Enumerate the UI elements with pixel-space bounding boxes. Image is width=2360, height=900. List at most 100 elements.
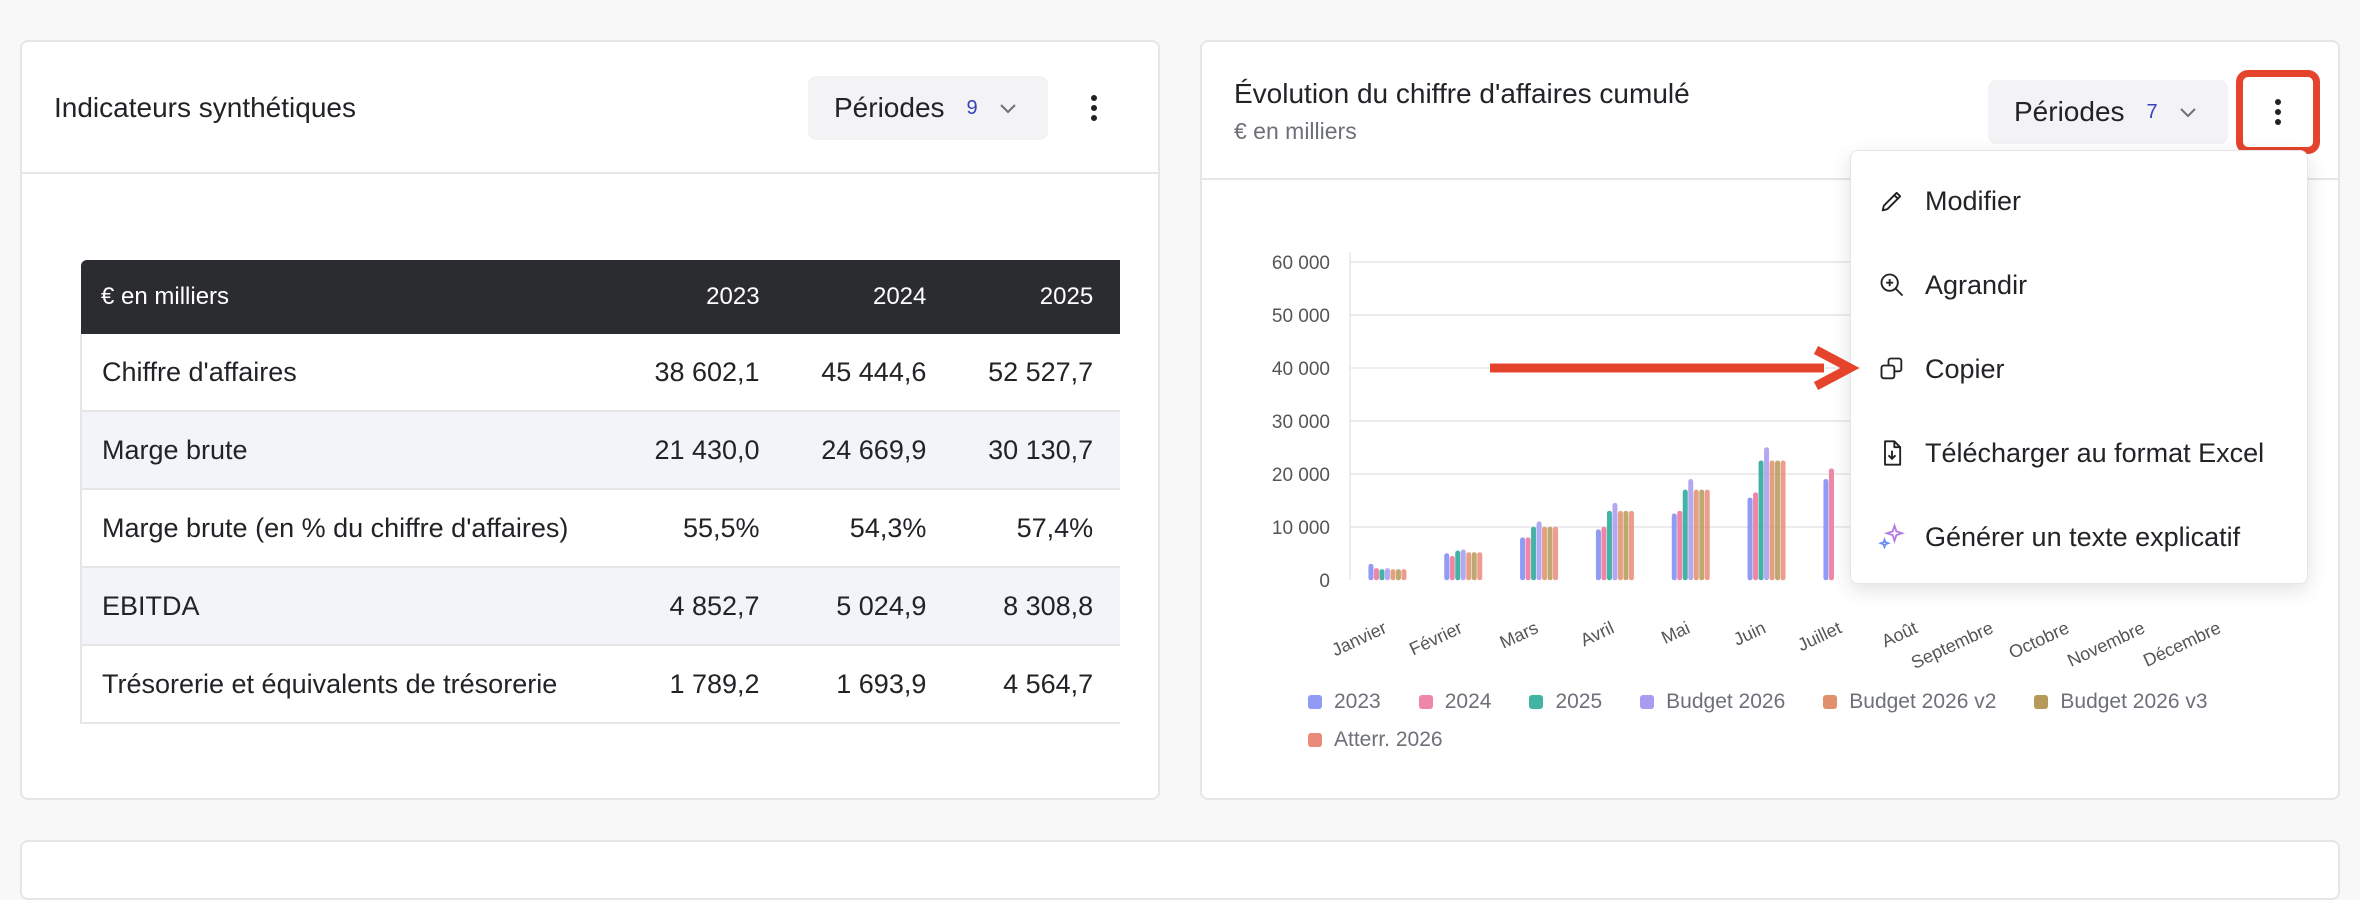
table-cell: 1 693,9: [779, 645, 947, 724]
legend-label: Atterr. 2026: [1334, 728, 1443, 751]
bar: [1601, 526, 1607, 581]
annotation-arrow: [1490, 346, 1860, 390]
bar: [1671, 513, 1677, 581]
menu-item-copier[interactable]: Copier: [1851, 327, 2307, 411]
table-cell: 55,5%: [623, 489, 780, 568]
menu-item-modifier[interactable]: Modifier: [1851, 159, 2307, 243]
table-cell: Marge brute: [80, 411, 624, 490]
bar: [1449, 555, 1455, 581]
bar: [1704, 489, 1710, 581]
legend-label: Budget 2026: [1666, 690, 1786, 713]
periods-dropdown[interactable]: Périodes 7: [1988, 80, 2228, 144]
bar: [1455, 550, 1461, 581]
periods-count: 7: [2146, 100, 2158, 123]
legend-label: 2024: [1444, 690, 1492, 713]
bar: [1828, 468, 1834, 581]
sparkles-icon: [1877, 522, 1907, 552]
table-cell: 8 308,8: [946, 567, 1114, 646]
table-cell: Chiffre d'affaires: [80, 334, 624, 412]
table-header-row: € en milliers 2023 2024 2025 B: [81, 260, 1120, 334]
legend-item[interactable]: Atterr. 2026: [1308, 728, 1443, 752]
card-subtitle: € en milliers: [1234, 118, 1357, 144]
table-row: Marge brute 21 430,0 24 669,9 30 130,7: [80, 411, 1120, 490]
menu-item-label: Générer un texte explicatif: [1925, 521, 2241, 552]
x-tick-label: Mars: [1497, 617, 1542, 652]
bar: [1553, 526, 1559, 581]
legend-item[interactable]: 2023: [1308, 690, 1381, 714]
bar: [1460, 549, 1466, 581]
bar: [1477, 552, 1483, 581]
legend-swatch: [1308, 733, 1322, 747]
bar: [1747, 497, 1753, 581]
bar: [1628, 510, 1634, 581]
chevron-down-icon: [2179, 108, 2196, 118]
legend-label: 2025: [1555, 690, 1603, 713]
x-tick-label: Août: [1878, 617, 1920, 651]
bar: [1595, 529, 1601, 581]
periods-dropdown[interactable]: Périodes 9: [808, 76, 1048, 140]
table-header: B: [1113, 260, 1120, 334]
more-options-menu: Modifier Agrandir Copier Télécharger au …: [1850, 150, 2308, 584]
bar: [1401, 569, 1407, 581]
legend-item[interactable]: 2025: [1529, 690, 1602, 714]
x-tick-label: Septembre: [1908, 617, 1996, 670]
bar: [1764, 447, 1770, 581]
bar: [1612, 502, 1618, 581]
table-cell: 4 852,7: [623, 567, 780, 646]
bar: [1368, 563, 1374, 581]
legend-label: Budget 2026 v3: [2060, 690, 2208, 713]
menu-item-agrandir[interactable]: Agrandir: [1851, 243, 2307, 327]
y-tick-label: 50 000: [1272, 306, 1330, 327]
legend-swatch: [1308, 695, 1322, 709]
legend-swatch: [1418, 695, 1433, 709]
download-file-icon: [1877, 438, 1907, 468]
bar: [1444, 553, 1450, 581]
bar: [1617, 510, 1623, 581]
table-cell: 1 789,2: [623, 645, 780, 724]
table-cell: 4 564,7: [946, 645, 1114, 724]
legend-item[interactable]: Budget 2026 v2: [1823, 690, 1996, 714]
more-options-button[interactable]: [1070, 84, 1118, 132]
menu-item-generate-text[interactable]: Générer un texte explicatif: [1851, 495, 2307, 579]
menu-item-label: Télécharger au format Excel: [1925, 437, 2265, 468]
chevron-down-icon: [999, 104, 1016, 114]
table-row: Marge brute (en % du chiffre d'affaires)…: [80, 489, 1120, 568]
table-cell: 57,4%: [946, 489, 1114, 568]
bar: [1373, 568, 1379, 581]
periods-label: Périodes: [834, 92, 945, 123]
kebab-icon: [2275, 99, 2281, 125]
x-tick-label: Mai: [1658, 617, 1693, 647]
bar: [1688, 479, 1694, 581]
table-cell: [1113, 489, 1120, 568]
legend-swatch: [1640, 695, 1655, 709]
legend-label: 2023: [1334, 690, 1381, 713]
table-cell: 52 527,7: [946, 334, 1114, 412]
table-cell: 30 130,7: [946, 411, 1114, 490]
menu-item-label: Modifier: [1925, 185, 2022, 216]
y-tick-label: 0: [1319, 571, 1330, 592]
bottom-card: [20, 840, 2340, 900]
table-header: 2024: [779, 260, 947, 334]
periods-count: 9: [966, 96, 978, 119]
bar: [1775, 460, 1781, 581]
menu-item-label: Agrandir: [1925, 269, 2028, 300]
legend-item[interactable]: Budget 2026 v3: [2034, 690, 2208, 714]
indicators-table: € en milliers 2023 2024 2025 B Chiffre d…: [80, 260, 1120, 724]
legend-item[interactable]: Budget 2026: [1640, 690, 1785, 714]
x-tick-label: Juillet: [1794, 617, 1844, 655]
more-options-button[interactable]: [2254, 88, 2302, 136]
bar: [1677, 510, 1683, 581]
table-header: 2023: [623, 260, 780, 334]
table-cell: 45 444,6: [779, 334, 947, 412]
bar: [1520, 537, 1526, 581]
y-tick-label: 60 000: [1272, 253, 1330, 274]
table-row: Trésorerie et équivalents de trésorerie …: [80, 645, 1120, 724]
bar: [1466, 552, 1472, 581]
x-tick-label: Avril: [1577, 617, 1617, 650]
menu-item-download-excel[interactable]: Télécharger au format Excel: [1851, 411, 2307, 495]
kebab-icon: [1091, 95, 1097, 121]
table-header: € en milliers: [81, 260, 624, 334]
pencil-icon: [1877, 186, 1907, 216]
bar: [1531, 526, 1537, 581]
legend-item[interactable]: 2024: [1418, 690, 1492, 714]
